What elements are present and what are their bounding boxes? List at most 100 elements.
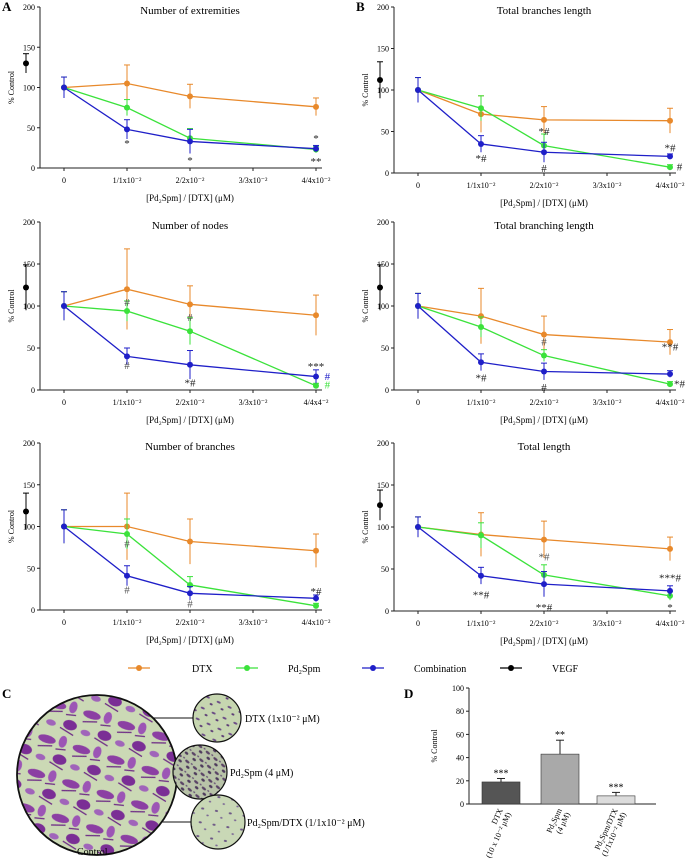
significance-marker: *# — [665, 142, 677, 154]
legend-label-vegf: VEGF — [552, 664, 579, 675]
x-tick-label: 3/3x10⁻² — [239, 176, 268, 185]
series-line — [63, 82, 317, 108]
data-point — [478, 105, 484, 112]
significance-marker: *# — [185, 378, 197, 390]
significance-marker: *** — [308, 361, 325, 373]
data-point — [313, 373, 319, 380]
vegf-point — [23, 508, 29, 515]
legend-item-dtx: DTX — [128, 664, 213, 675]
y-tick-label: 200 — [23, 439, 35, 448]
data-point — [187, 361, 193, 368]
series-line — [63, 86, 317, 150]
bar-y-tick-label: 20 — [456, 777, 464, 786]
data-point — [667, 545, 673, 552]
data-point — [313, 547, 319, 554]
y-tick-label: 100 — [377, 302, 389, 311]
x-tick-label: 0 — [416, 619, 420, 628]
y-axis-label: % Control — [7, 289, 16, 323]
bar-significance: ** — [555, 730, 565, 741]
x-tick-label: 1/1x10⁻² — [113, 618, 142, 627]
bar-category-label: DTX(10 x 10⁻² μM) — [476, 807, 513, 860]
x-tick-label: 2/2x10⁻² — [530, 398, 559, 407]
y-axis-label: % Control — [361, 289, 370, 323]
data-point — [478, 313, 484, 320]
significance-marker: * — [667, 602, 673, 614]
legend-item-combination: Combination — [362, 664, 466, 675]
significance-marker: # — [677, 162, 683, 174]
series-line — [417, 305, 671, 385]
x-tick-label: 1/1x10⁻² — [113, 398, 142, 407]
chart-title: Total branches length — [497, 5, 592, 17]
x-tick-label: 3/3x10⁻² — [239, 618, 268, 627]
bar-category-label: Pd₂Spm(4 μM) — [545, 806, 573, 838]
series-line — [417, 89, 671, 158]
panel-label-b: B — [356, 0, 365, 14]
significance-marker: *# — [476, 153, 488, 165]
chart-number-of-extremities: Number of extremities 0 50 100 150 200 0 1/1x10… — [7, 3, 331, 203]
y-tick-label: 50 — [27, 344, 35, 353]
data-point — [478, 140, 484, 147]
data-point — [124, 286, 130, 293]
data-point — [313, 382, 319, 389]
y-tick-label: 50 — [27, 124, 35, 133]
significance-marker: **# — [662, 342, 679, 354]
x-tick-label: 0 — [416, 181, 420, 190]
x-tick-label: 1/1x10⁻² — [467, 619, 496, 628]
y-tick-label: 150 — [23, 481, 35, 490]
data-point — [478, 359, 484, 366]
x-axis-label: [Pd₂Spm] / [DTX] (μM) — [500, 415, 588, 425]
significance-marker: *# — [539, 126, 551, 138]
chart-total-branches-length: Total branches length 0 50 100 150 200 0 1/1x10… — [361, 3, 685, 208]
y-tick-label: 0 — [385, 386, 389, 395]
y-axis-label: % Control — [7, 509, 16, 543]
data-point — [187, 538, 193, 545]
series-line — [63, 305, 317, 387]
data-point — [541, 116, 547, 123]
chart-title: Number of extremities — [140, 5, 240, 17]
significance-marker: *# — [674, 378, 686, 390]
series-line — [63, 288, 317, 316]
legend-label-combination: Combination — [414, 664, 466, 675]
data-point — [124, 126, 130, 133]
chart-title: Number of branches — [145, 441, 235, 453]
data-point — [415, 303, 421, 309]
y-tick-label: 0 — [31, 386, 35, 395]
significance-marker: *# — [539, 552, 551, 564]
significance-marker: **# — [536, 602, 553, 614]
data-point — [667, 381, 673, 388]
x-axis-label: [Pd₂Spm] / [DTX] (μM) — [500, 636, 588, 646]
x-tick-label: 4/4x10⁻² — [656, 619, 685, 628]
panel-label-d: D — [404, 686, 413, 701]
y-tick-label: 0 — [385, 607, 389, 616]
significance-marker: * — [187, 155, 193, 167]
series-line — [417, 526, 671, 597]
x-tick-label: 4/4x10⁻² — [302, 618, 331, 627]
x-axis-label: [Pd₂Spm] / [DTX] (μM) — [146, 415, 234, 425]
series-combination — [61, 291, 319, 384]
data-point — [313, 595, 319, 602]
bar-y-tick-label: 60 — [456, 730, 464, 739]
data-point — [61, 303, 67, 309]
vegf-point — [23, 284, 29, 291]
data-point — [61, 523, 67, 530]
x-tick-label: 2/2x10⁻² — [176, 398, 205, 407]
x-axis-label: [Pd₂Spm] / [DTX] (μM) — [146, 635, 234, 645]
data-point — [61, 84, 67, 91]
legend-item-vegf: VEGF — [500, 664, 579, 675]
x-tick-label: 4/4x10⁻² — [302, 176, 331, 185]
x-tick-label: 0 — [416, 398, 420, 407]
data-point — [313, 103, 319, 110]
x-tick-label: 4/4x4⁻² — [304, 398, 329, 407]
significance-marker: **# — [473, 589, 490, 601]
y-tick-label: 100 — [377, 86, 389, 95]
y-tick-label: 200 — [23, 3, 35, 12]
data-point — [313, 312, 319, 319]
data-point — [124, 308, 130, 315]
series-combination — [415, 77, 673, 163]
x-tick-label: 3/3x10⁻² — [593, 619, 622, 628]
chart-title: Number of nodes — [152, 220, 228, 232]
series-line — [63, 525, 317, 599]
x-tick-label: 2/2x10⁻² — [176, 618, 205, 627]
